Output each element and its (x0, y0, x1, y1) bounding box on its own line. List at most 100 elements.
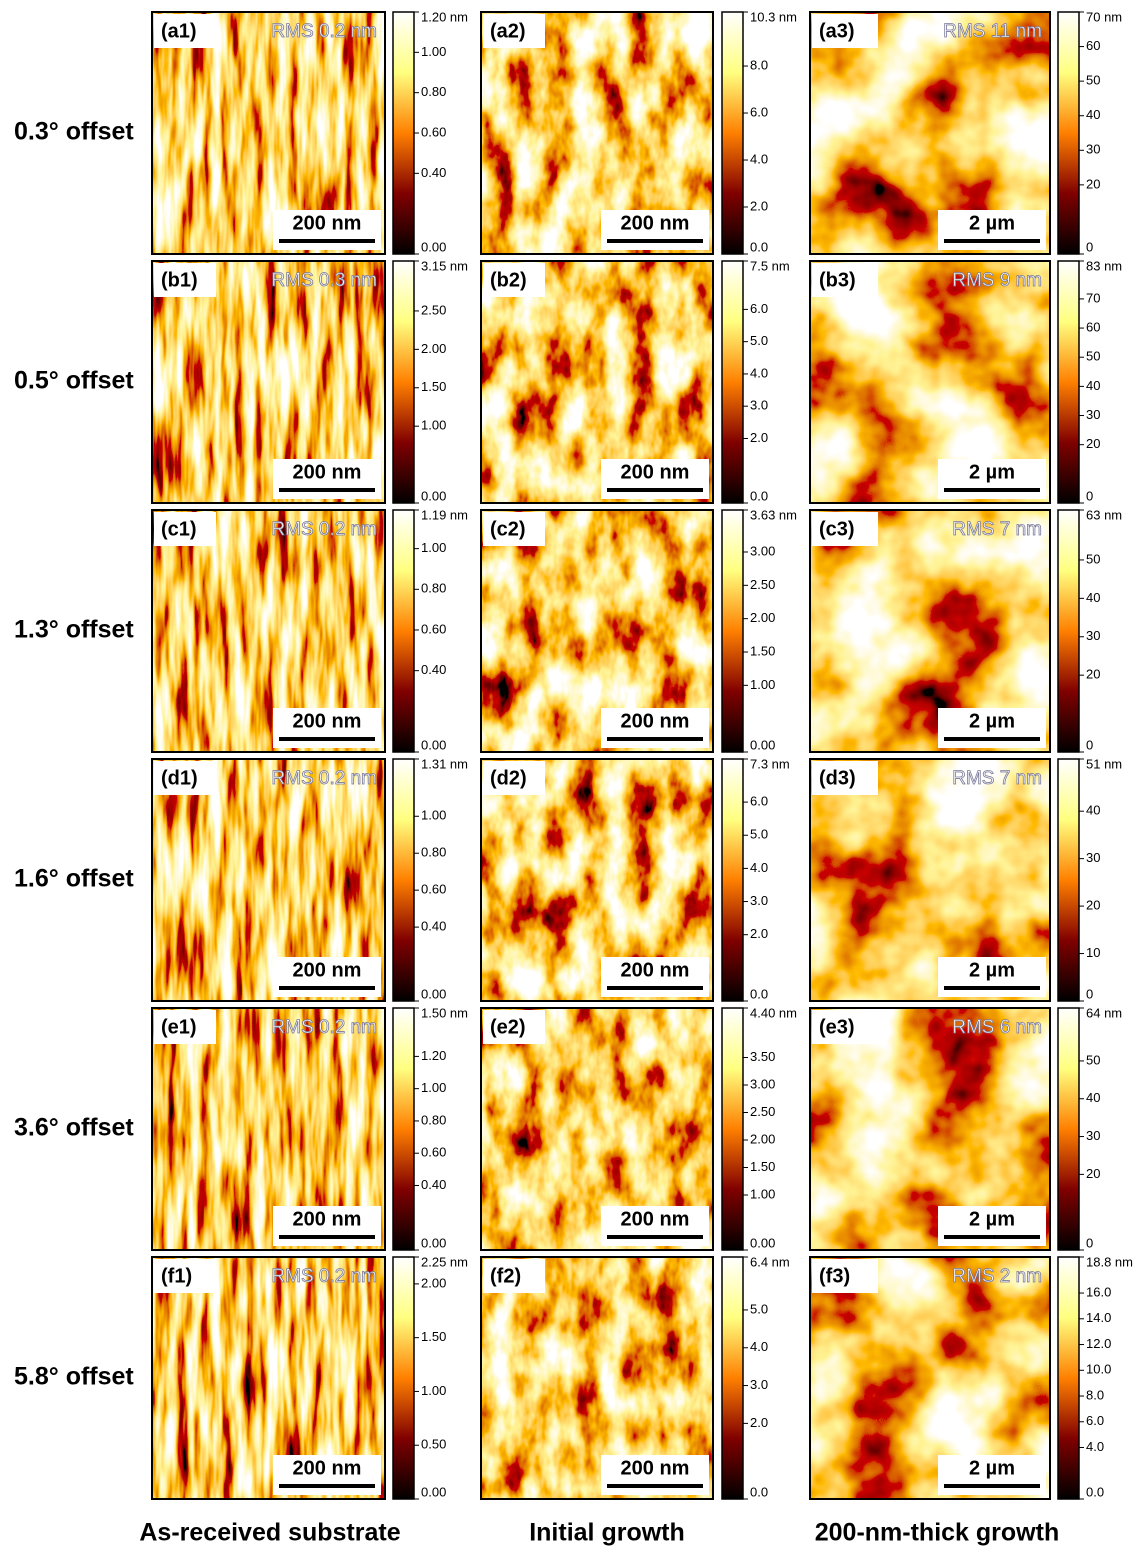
scale-label: 200 nm (621, 212, 690, 234)
colorbar-label: 2.00 (421, 341, 446, 356)
colorbar-label: 0.0 (1086, 1484, 1104, 1499)
colorbar-label: 20 (1086, 1166, 1100, 1181)
colorbar-label: 40 (1086, 590, 1100, 605)
colorbar-label: 0.00 (421, 488, 446, 503)
colorbar (1058, 12, 1079, 254)
colorbar-label: 10 (1086, 945, 1100, 960)
panel-label: (c1) (161, 518, 197, 540)
colorbar-label: 30 (1086, 1128, 1100, 1143)
scale-label: 200 nm (293, 959, 362, 981)
colorbar-label: 1.20 (421, 1048, 446, 1063)
colorbar-label: 40 (1086, 1090, 1100, 1105)
panel-label: (b3) (819, 269, 856, 291)
rms-label: RMS 11 nm (943, 21, 1042, 42)
colorbar-label: 1.00 (421, 1080, 446, 1095)
colorbar-label: 40 (1086, 378, 1100, 393)
panel-label: (f3) (819, 1265, 850, 1287)
column-title: 200-nm-thick growth (815, 1519, 1059, 1547)
colorbar (393, 759, 414, 1001)
colorbar-label: 8.0 (750, 57, 768, 72)
column-title: As-received substrate (139, 1519, 400, 1547)
colorbar-label: 1.00 (421, 1383, 446, 1398)
colorbar (722, 1257, 743, 1499)
panel-label: (d1) (161, 767, 198, 789)
colorbar-label: 16.0 (1086, 1284, 1111, 1299)
colorbar-label: 4.0 (750, 1339, 768, 1354)
colorbar-label: 40 (1086, 107, 1100, 122)
colorbar (722, 510, 743, 752)
colorbar-label: 2.25 nm (421, 1254, 468, 1269)
colorbar-label: 0 (1086, 1235, 1093, 1250)
colorbar-label: 5.0 (750, 1301, 768, 1316)
scale-bar (279, 1235, 375, 1239)
colorbar-label: 0.40 (421, 919, 446, 934)
panel-label: (f2) (490, 1265, 521, 1287)
rms-label: RMS 0.2 nm (271, 21, 377, 42)
panel-label: (b2) (490, 269, 527, 291)
colorbar-label: 0.0 (750, 488, 768, 503)
colorbar-label: 4.0 (750, 365, 768, 380)
scale-bar (607, 488, 703, 492)
scale-label: 200 nm (621, 1457, 690, 1479)
colorbar-label: 1.50 (421, 379, 446, 394)
scale-bar (279, 737, 375, 741)
panel-label: (a1) (161, 20, 197, 42)
colorbar-label: 2.50 (421, 302, 446, 317)
colorbar-label: 1.31 nm (421, 756, 468, 771)
figure: 0.3° offset(a1)RMS 0.2 nm200 nm1.20 nm1.… (0, 0, 1147, 1549)
colorbar-label: 4.40 nm (750, 1005, 797, 1020)
colorbar-label: 20 (1086, 898, 1100, 913)
colorbar-label: 50 (1086, 349, 1100, 364)
colorbar-label: 2.50 (750, 577, 775, 592)
rms-label: RMS 0.2 nm (271, 1017, 377, 1038)
panel-label: (e3) (819, 1016, 855, 1038)
panel-label: (e1) (161, 1016, 197, 1038)
panel-label: (a2) (490, 20, 526, 42)
colorbar-label: 0.00 (421, 1484, 446, 1499)
row-label: 1.6° offset (14, 865, 134, 893)
colorbar-label: 0.00 (421, 986, 446, 1001)
colorbar-label: 0.60 (421, 621, 446, 636)
panel-label: (d2) (490, 767, 527, 789)
colorbar-label: 7.3 nm (750, 756, 790, 771)
colorbar-label: 1.50 nm (421, 1005, 468, 1020)
colorbar-label: 20 (1086, 667, 1100, 682)
colorbar-label: 6.0 (750, 301, 768, 316)
colorbar-label: 1.50 (750, 1159, 775, 1174)
rms-label: RMS 0.2 nm (271, 768, 377, 789)
scale-bar (944, 737, 1040, 741)
colorbar-label: 5.0 (750, 827, 768, 842)
colorbar-label: 2.00 (750, 1131, 775, 1146)
scale-label: 200 nm (293, 212, 362, 234)
scale-label: 2 µm (969, 1457, 1015, 1479)
rms-label: RMS 0.2 nm (271, 1266, 377, 1287)
panel-label: (c2) (490, 518, 526, 540)
colorbar-label: 3.0 (750, 1377, 768, 1392)
colorbar-label: 40 (1086, 803, 1100, 818)
colorbar-label: 0.50 (421, 1437, 446, 1452)
colorbar-label: 0.80 (421, 581, 446, 596)
colorbar-label: 2.0 (750, 430, 768, 445)
colorbar-label: 0 (1086, 239, 1093, 254)
colorbar-label: 0.00 (421, 1235, 446, 1250)
scale-bar (944, 239, 1040, 243)
colorbar-label: 0.80 (421, 1112, 446, 1127)
column-title: Initial growth (529, 1519, 685, 1547)
colorbar-label: 83 nm (1086, 258, 1122, 273)
scale-bar (607, 986, 703, 990)
panel-label: (b1) (161, 269, 198, 291)
colorbar-label: 1.00 (421, 44, 446, 59)
colorbar-label: 0.60 (421, 1145, 446, 1160)
scale-label: 200 nm (293, 1457, 362, 1479)
colorbar (1058, 510, 1079, 752)
scale-label: 200 nm (293, 461, 362, 483)
scale-label: 200 nm (621, 959, 690, 981)
scale-bar (607, 239, 703, 243)
colorbar-label: 50 (1086, 1052, 1100, 1067)
scale-bar (279, 239, 375, 243)
colorbar-label: 0.80 (421, 845, 446, 860)
scale-label: 200 nm (621, 1208, 690, 1230)
colorbar-label: 12.0 (1086, 1336, 1111, 1351)
colorbar (393, 510, 414, 752)
colorbar-label: 4.0 (1086, 1439, 1104, 1454)
